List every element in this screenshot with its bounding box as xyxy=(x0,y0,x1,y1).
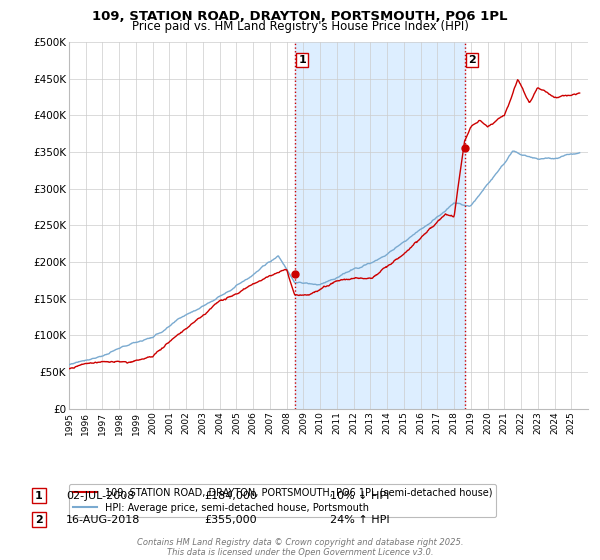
Text: 2: 2 xyxy=(468,55,476,65)
Legend: 109, STATION ROAD, DRAYTON, PORTSMOUTH, PO6 1PL (semi-detached house), HPI: Aver: 109, STATION ROAD, DRAYTON, PORTSMOUTH, … xyxy=(69,484,496,517)
Text: £355,000: £355,000 xyxy=(204,515,257,525)
Bar xyxy=(295,42,464,409)
Text: £184,000: £184,000 xyxy=(204,491,257,501)
Text: 16-AUG-2018: 16-AUG-2018 xyxy=(66,515,140,525)
Text: 1: 1 xyxy=(298,55,306,65)
Text: 24% ↑ HPI: 24% ↑ HPI xyxy=(330,515,389,525)
Text: 1: 1 xyxy=(35,491,43,501)
Text: 10% ↓ HPI: 10% ↓ HPI xyxy=(330,491,389,501)
Text: 2: 2 xyxy=(35,515,43,525)
Text: Contains HM Land Registry data © Crown copyright and database right 2025.
This d: Contains HM Land Registry data © Crown c… xyxy=(137,538,463,557)
Text: 109, STATION ROAD, DRAYTON, PORTSMOUTH, PO6 1PL: 109, STATION ROAD, DRAYTON, PORTSMOUTH, … xyxy=(92,10,508,22)
Text: 02-JUL-2008: 02-JUL-2008 xyxy=(66,491,134,501)
Text: Price paid vs. HM Land Registry's House Price Index (HPI): Price paid vs. HM Land Registry's House … xyxy=(131,20,469,32)
